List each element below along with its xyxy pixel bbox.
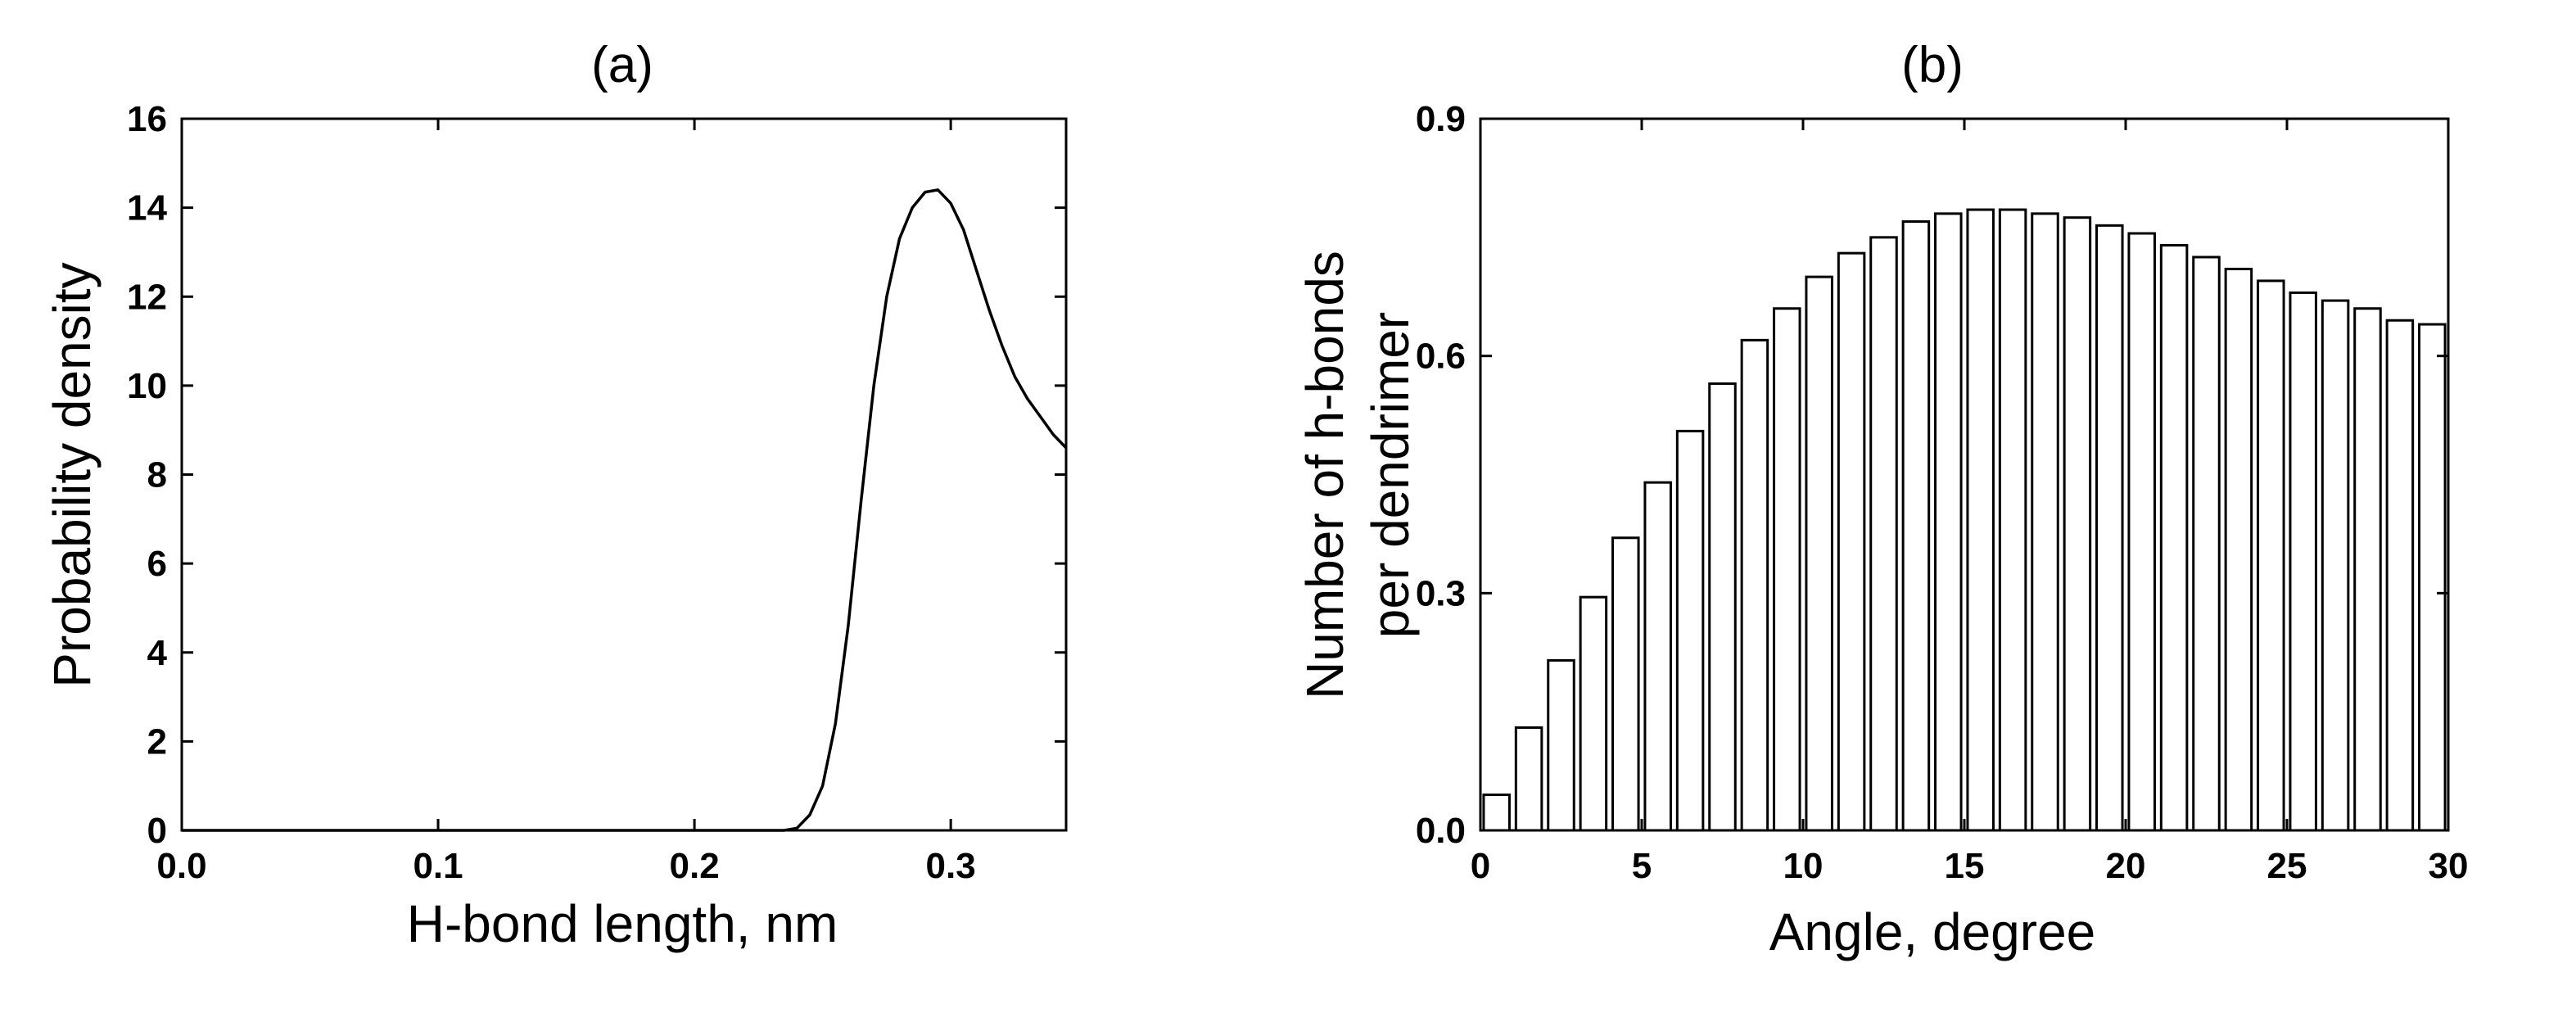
panel-b-bar [1805,275,1833,832]
panel-b-bar [1547,658,1575,832]
panel-b-bar [2385,319,2415,832]
panel-b-bar [2159,243,2189,832]
panel-a-y-tick-label: 12 [127,277,167,317]
panel-b-bar [2257,279,2285,832]
panel-b-bar [2353,307,2382,832]
panel-b-y-axis-label-line1: Number of h-bonds [1295,251,1354,699]
panel-b-x-tick-label: 25 [2267,846,2307,886]
panel-b-y-ticks: 0.0 0.3 0.6 0.9 [1416,99,2448,851]
panel-a-x-tick-label: 0.0 [156,846,206,886]
panel-b-bar [1482,794,1511,832]
panel-b-bar [1675,429,1705,832]
panel-b-bar [2063,216,2092,832]
panel-b-y-tick-label: 0.6 [1416,337,1466,377]
panel-b-bar [2127,232,2156,832]
panel-b-bar [2031,212,2059,832]
panel-a-series-line [182,188,1068,832]
panel-a-y-tick-label: 14 [127,188,167,228]
panel-b-x-tick-label: 0 [1471,846,1490,886]
panel-b-x-axis-label: Angle, degree [1769,902,2096,961]
panel-b-x-tick-label: 30 [2429,846,2469,886]
panel-b-bar [1934,212,1963,832]
panel-b-bar [1966,208,1995,832]
panel-b-x-tick-label: 15 [1945,846,1985,886]
panel-a-y-tick-label: 0 [147,811,167,851]
panel-a-x-tick-label: 0.3 [926,846,976,886]
panel-a-series [182,188,1068,832]
panel-a-y-axis-label: Probability density [43,262,102,687]
panel-b-x-tick-label: 20 [2106,846,2146,886]
panel-b-bar [1579,595,1608,832]
panel-b-y-tick-label: 0.3 [1416,573,1466,613]
panel-b-y-tick-label: 0.0 [1416,811,1466,851]
panel-a-x-axis-label: H-bond length, nm [407,894,838,953]
panel-a-y-tick-label: 6 [147,544,167,584]
panel-a-y-tick-label: 2 [147,721,167,762]
panel-b-x-tick-label: 10 [1783,846,1824,886]
panel-b-bar [2289,291,2317,832]
panel-b-bar [1514,726,1543,832]
panel-b-bar [1708,382,1737,832]
panel-b-x-tick-label: 5 [1632,846,1652,886]
panel-b-bar [2321,299,2350,832]
panel-b-bar [1998,208,2027,832]
panel-a: (a) 0.0 0.1 0.2 0.3 0 2 4 6 8 10 12 14 16 H-bond le… [43,37,1068,953]
panel-b-bar [1773,307,1801,832]
panel-b-y-axis-label-line2: per dendrimer [1361,312,1420,638]
panel-b-title: (b) [1901,37,1964,93]
panel-a-y-tick-label: 4 [147,633,168,673]
panel-b-bar [1901,220,1931,832]
panel-b-bar [1740,338,1769,832]
panel-b-x-ticks: 0 5 10 15 20 25 30 [1471,119,2469,886]
panel-b-bar [1611,536,1640,832]
panel-a-y-tick-label: 8 [147,455,167,495]
panel-a-y-tick-label: 10 [127,366,167,406]
panel-b-bar [1869,236,1898,832]
panel-a-x-tick-label: 0.2 [670,846,720,886]
panel-b-bar [2095,224,2124,832]
panel-a-y-tick-label: 16 [127,99,167,139]
panel-b-bar [2224,267,2253,832]
panel-a-x-tick-label: 0.1 [413,846,463,886]
panel-a-title: (a) [591,37,653,93]
panel-b-bar [2418,323,2447,832]
panel-b-bar [1837,251,1866,832]
panel-b-bar [2192,256,2221,832]
panel-a-x-ticks: 0.0 0.1 0.2 0.3 [156,119,976,886]
panel-a-y-ticks: 0 2 4 6 8 10 12 14 16 [127,99,1066,851]
panel-b: (b) 0 5 10 15 20 25 30 0.0 0.3 0.6 0.9 Angle, deg… [1295,37,2468,961]
panel-b-y-tick-label: 0.9 [1416,99,1466,139]
panel-b-bar [1643,481,1672,832]
